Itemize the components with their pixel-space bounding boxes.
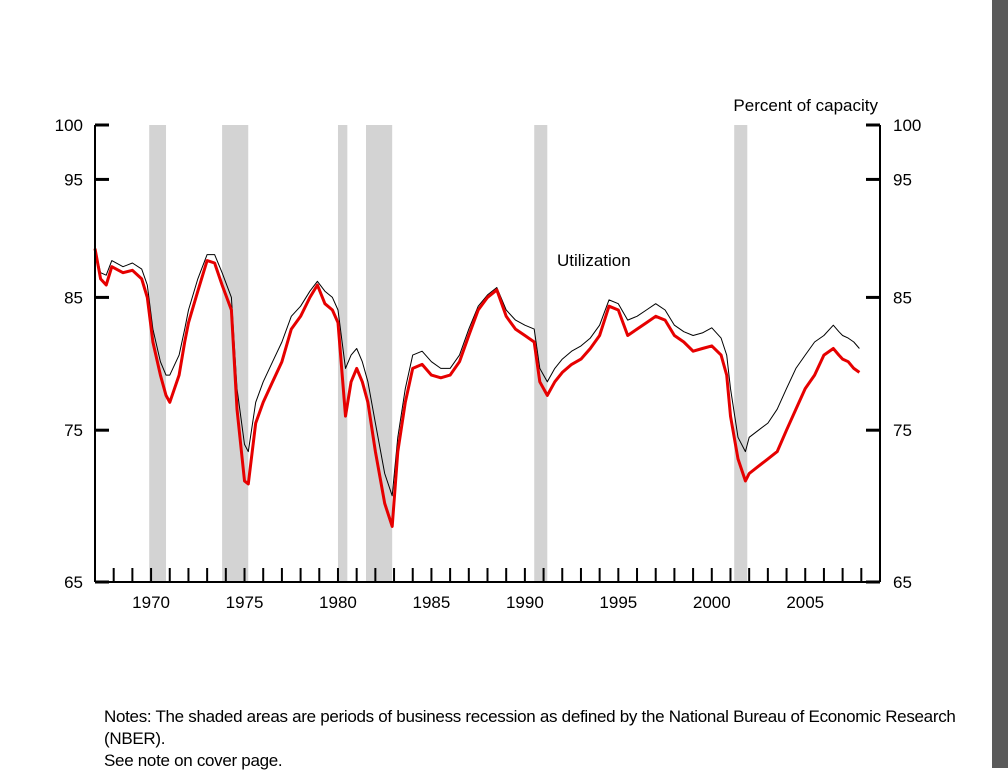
chart-axes: [94, 123, 881, 584]
y-tick-label-right: 85: [893, 288, 912, 307]
y-tick-label-left: 65: [64, 573, 83, 592]
y-tick-label-right: 95: [893, 170, 912, 189]
x-tick-label: 1990: [506, 593, 544, 612]
unit-label: Percent of capacity: [733, 96, 878, 115]
y-tick-label-right: 100: [893, 116, 921, 135]
chart-labels: 65 65 75 75 85 85 95 95 100 100 1970 1975 1980 1985 19…: [55, 116, 922, 612]
x-tick-label: 1975: [226, 593, 264, 612]
recession-band-5: [534, 125, 548, 582]
series-line-1: [93, 248, 861, 528]
notes-line-1: Notes: The shaded areas are periods of b…: [104, 707, 956, 748]
utilization-annotation: Utilization: [557, 251, 631, 270]
recession-band-3: [337, 125, 348, 582]
x-tick-label: 1970: [132, 593, 170, 612]
chart-notes: Notes: The shaded areas are periods of b…: [104, 706, 974, 772]
window-border: [992, 0, 1008, 768]
x-tick-label: 2000: [693, 593, 731, 612]
y-tick-label-left: 95: [64, 170, 83, 189]
x-tick-label: 1985: [413, 593, 451, 612]
recession-band-6: [734, 125, 748, 582]
recession-band-4: [366, 125, 393, 582]
y-tick-label-left: 75: [64, 421, 83, 440]
series-lines: [93, 248, 861, 528]
y-tick-label-left: 100: [55, 116, 83, 135]
recession-band-1: [149, 125, 167, 582]
y-tick-label-right: 65: [893, 573, 912, 592]
x-tick-label: 1995: [599, 593, 637, 612]
series-line-2: [94, 248, 860, 497]
x-tick-label: 1980: [319, 593, 357, 612]
y-tick-label-right: 75: [893, 421, 912, 440]
recession-shading: [149, 125, 748, 582]
utilization-chart: 65 65 75 75 85 85 95 95 100 100 1970 1975 1980 1985 19…: [55, 96, 922, 612]
x-tick-label: 2005: [786, 593, 824, 612]
notes-line-2: See note on cover page.: [104, 751, 283, 770]
y-tick-label-left: 85: [64, 288, 83, 307]
